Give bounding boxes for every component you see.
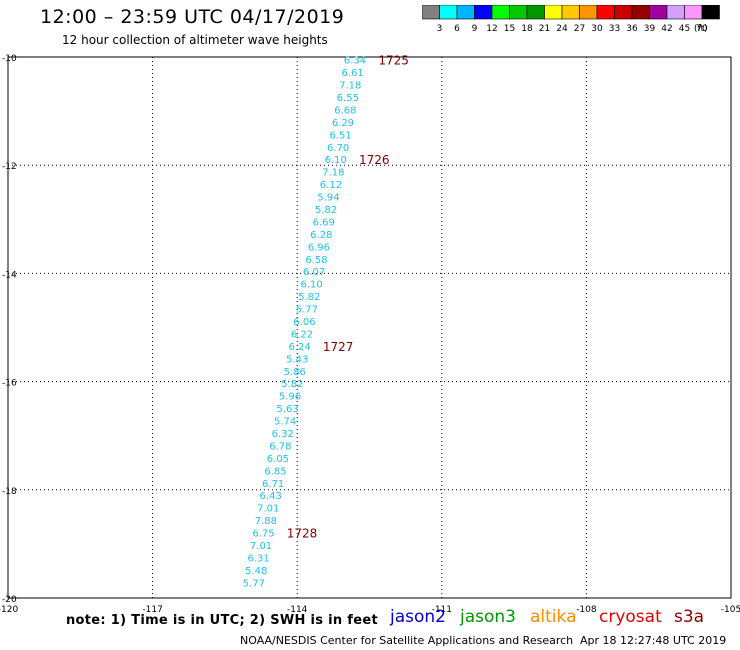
swh-point-label: 6.29 (332, 118, 354, 129)
swh-point-label: 7.01 (250, 541, 272, 552)
swh-point-label: 7.88 (255, 516, 277, 527)
swh-point-label: 7.18 (339, 81, 361, 92)
swh-point-label: 6.68 (334, 105, 356, 116)
swh-point-label: 7.18 (322, 168, 344, 179)
swh-point-label: 6.32 (272, 429, 294, 440)
colorbar-tick-label: 21 (539, 24, 550, 33)
swh-point-label: 6.07 (303, 267, 325, 278)
chart-title: 12:00 – 23:59 UTC 04/17/2019 (40, 6, 345, 28)
y-tick-label: -18 (2, 487, 17, 497)
y-tick-label: -16 (2, 379, 17, 389)
colorbar-tick-label: 33 (609, 24, 620, 33)
legend-s3a: s3a (674, 607, 705, 627)
swh-point-label: 6.58 (305, 255, 327, 266)
credit-line: NOAA/NESDIS Center for Satellite Applica… (240, 634, 574, 647)
swh-point-label: 6.10 (301, 280, 323, 291)
colorbar-tick-label: 24 (556, 24, 568, 33)
time-label: 1725 (378, 54, 409, 68)
swh-point-label: 6.12 (320, 180, 342, 191)
swh-point-label: 6.06 (293, 317, 315, 328)
colorbar-tick-label: 42 (661, 24, 672, 33)
chart-subtitle: 12 hour collection of altimeter wave hei… (62, 33, 328, 47)
swh-point-label: 6.75 (252, 529, 274, 540)
swh-point-label: 5.63 (276, 404, 298, 415)
swh-point-label: 5.43 (286, 354, 308, 365)
legend-jason2: jason2 (390, 607, 446, 627)
y-tick-label: -14 (2, 270, 17, 280)
swh-point-label: 5.82 (298, 292, 320, 303)
legend-altika: altika (530, 607, 577, 627)
swh-point-label: 6.55 (337, 93, 359, 104)
swh-point-label: 6.05 (267, 454, 289, 465)
time-label: 1727 (323, 340, 354, 354)
swh-point-label: 6.22 (291, 329, 313, 340)
colorbar-swatch (701, 5, 720, 20)
swh-point-label: 5.48 (245, 566, 267, 577)
swh-point-label: 7.01 (257, 504, 279, 515)
color-legend: 3 6 9 12 15 18 21 24 27 30 33 36 39 42 45 70(ft) (422, 5, 720, 33)
time-label: 1728 (287, 527, 318, 541)
swh-point-label: 5.86 (284, 367, 306, 378)
colorbar-tick-label: 6 (454, 24, 460, 33)
colorbar-tick-label: 70 (696, 24, 708, 33)
colorbar-tick-label: 45 (679, 24, 690, 33)
x-tick-label: -120 (0, 605, 18, 615)
colorbar-tick-label: 15 (504, 24, 515, 33)
swh-point-label: 6.96 (308, 242, 330, 253)
x-tick-label: -105 (721, 605, 740, 615)
swh-point-label: 6.10 (325, 155, 347, 166)
swh-point-label: 5.96 (279, 392, 301, 403)
swh-point-label: 6.85 (264, 466, 286, 477)
swh-point-label: 6.28 (310, 230, 332, 241)
x-tick-label: -111 (432, 605, 452, 615)
colorbar-tick-label: 3 (437, 24, 443, 33)
colorbar-tick-label: 36 (626, 24, 638, 33)
legend-cryosat: cryosat (599, 607, 662, 627)
y-tick-label: -20 (2, 595, 17, 605)
x-tick-label: -108 (576, 605, 597, 615)
swh-point-label: 6.71 (262, 479, 284, 490)
legend-jason3: jason3 (460, 607, 516, 627)
x-tick-label: -117 (142, 605, 162, 615)
swh-point-label: 6.43 (260, 491, 282, 502)
y-tick-label: -12 (2, 162, 17, 172)
colorbar-tick-label: 9 (472, 24, 478, 33)
swh-point-label: 6.70 (327, 143, 349, 154)
swh-point-label: 6.61 (341, 68, 363, 79)
colorbar-unit: (ft) (694, 24, 708, 33)
swh-point-label: 6.69 (313, 217, 335, 228)
colorbar-tick-label: 18 (521, 24, 533, 33)
swh-point-label: 6.51 (329, 130, 351, 141)
swh-point-label: 5.77 (296, 305, 318, 316)
swh-point-label: 5.82 (281, 379, 303, 390)
colorbar-tick-label: 39 (644, 24, 656, 33)
generated-timestamp: Apr 18 12:27:48 UTC 2019 (580, 634, 727, 647)
swh-point-label: 5.82 (315, 205, 337, 216)
colorbar-tick-label: 12 (486, 24, 497, 33)
swh-point-label: 6.34 (344, 56, 366, 67)
colorbar-tick-label: 30 (591, 24, 603, 33)
swh-point-label: 6.24 (288, 342, 310, 353)
swh-point-label: 5.94 (317, 193, 339, 204)
swh-point-label: 5.74 (274, 417, 296, 428)
swh-point-label: 6.78 (269, 441, 291, 452)
footnote: note: 1) Time is in UTC; 2) SWH is in fe… (66, 613, 378, 628)
y-tick-label: -10 (2, 54, 17, 64)
x-tick-label: -114 (287, 605, 308, 615)
colorbar-tick-label: 27 (574, 24, 585, 33)
time-label: 1726 (359, 153, 390, 167)
swh-point-label: 5.77 (243, 578, 265, 589)
plot-frame (7, 56, 732, 599)
swh-point-label: 6.31 (248, 553, 270, 564)
